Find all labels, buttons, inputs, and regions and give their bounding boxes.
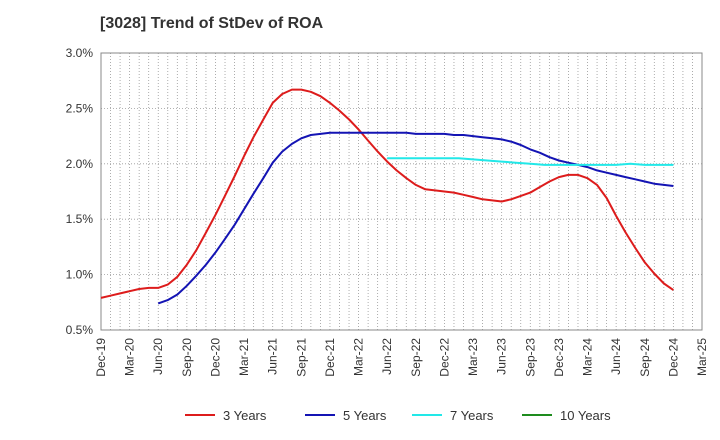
x-tick-label: Sep-21	[294, 338, 308, 377]
series-line-5-years	[157, 131, 674, 305]
x-tick-label: Jun-21	[266, 338, 280, 375]
x-tick-label: Dec-22	[437, 338, 451, 377]
x-tick-label: Jun-20	[151, 338, 165, 375]
x-tick-label: Dec-21	[323, 338, 337, 377]
x-tick-label: Jun-23	[495, 338, 509, 375]
plot-area	[100, 52, 703, 331]
y-tick-label: 1.0%	[66, 268, 94, 282]
y-tick-label: 3.0%	[66, 46, 94, 60]
legend-label: 3 Years	[223, 408, 267, 423]
chart-title: [3028] Trend of StDev of ROA	[100, 15, 324, 32]
x-tick-label: Sep-23	[523, 338, 537, 377]
x-tick-label: Mar-23	[466, 338, 480, 376]
y-tick-label: 0.5%	[66, 323, 94, 337]
y-tick-label: 1.5%	[66, 212, 94, 226]
x-tick-label: Mar-25	[695, 338, 709, 376]
x-tick-label: Mar-24	[581, 338, 595, 376]
legend: 3 Years 5 Years 7 Years 10 Years	[185, 408, 611, 423]
y-tick-label: 2.5%	[66, 101, 94, 115]
y-tick-label: 2.0%	[66, 157, 94, 171]
legend-label: 5 Years	[343, 408, 387, 423]
x-tick-label: Dec-23	[552, 338, 566, 377]
x-tick-label: Sep-22	[409, 338, 423, 377]
series-lines	[100, 88, 674, 305]
legend-label: 10 Years	[560, 408, 611, 423]
series-line-7-years	[387, 157, 674, 166]
x-tick-label: Jun-22	[380, 338, 394, 375]
grid-lines	[101, 53, 702, 330]
legend-label: 7 Years	[450, 408, 494, 423]
x-tick-label: Dec-20	[208, 338, 222, 377]
x-tick-label: Dec-19	[94, 338, 108, 377]
x-tick-label: Dec-24	[666, 338, 680, 377]
series-line-3-years	[100, 88, 674, 299]
x-axis-ticks: Dec-19 Mar-20 Jun-20 Sep-20 Dec-20 Mar-21 Jun-…	[94, 338, 709, 377]
x-tick-label: Sep-24	[638, 338, 652, 377]
x-tick-label: Mar-22	[352, 338, 366, 376]
x-tick-label: Jun-24	[609, 338, 623, 375]
x-tick-label: Mar-20	[123, 338, 137, 376]
x-tick-label: Mar-21	[237, 338, 251, 376]
y-axis-ticks: 0.5% 1.0% 1.5% 2.0% 2.5% 3.0%	[66, 46, 94, 337]
x-tick-label: Sep-20	[180, 338, 194, 377]
